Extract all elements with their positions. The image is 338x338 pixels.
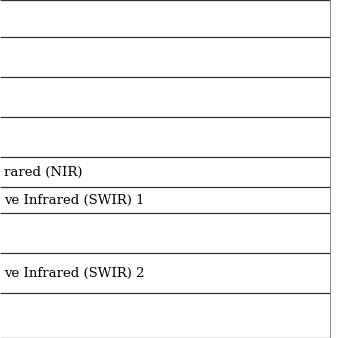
Text: ve Infrared (SWIR) 2: ve Infrared (SWIR) 2: [4, 266, 145, 280]
Text: ve Infrared (SWIR) 1: ve Infrared (SWIR) 1: [4, 193, 145, 207]
Text: rared (NIR): rared (NIR): [4, 166, 82, 178]
